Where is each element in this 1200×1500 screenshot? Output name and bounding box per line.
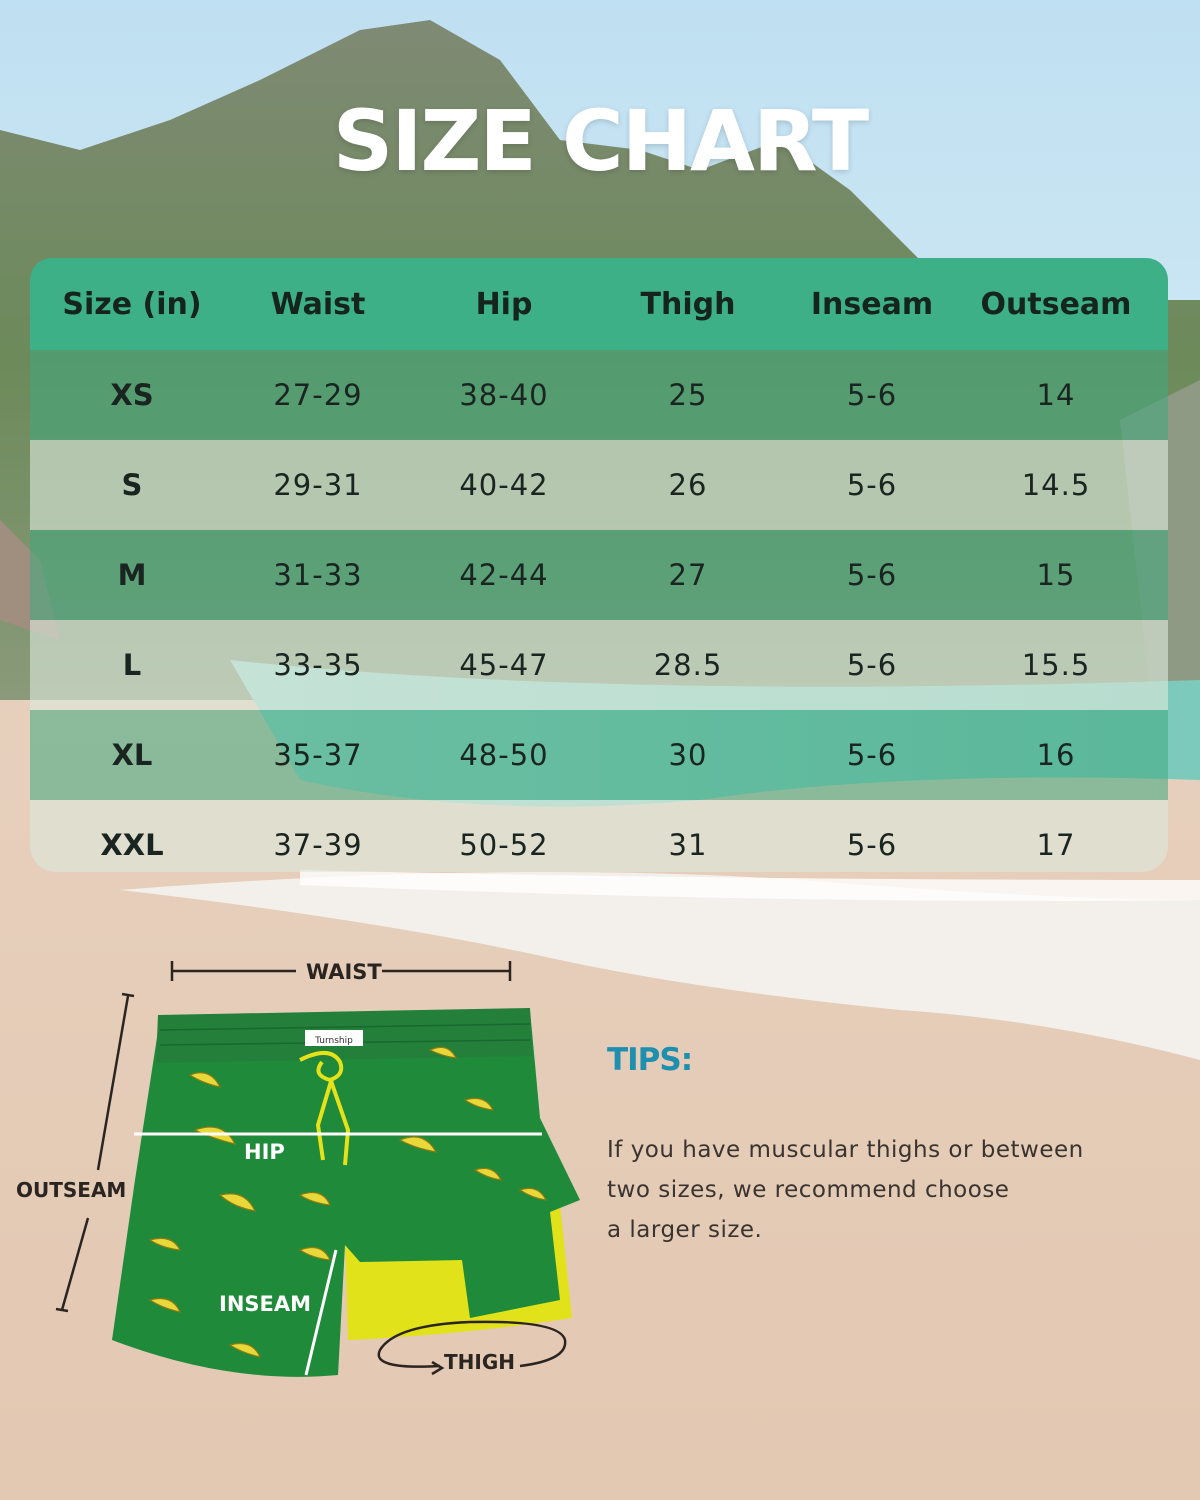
waist-cell: 33-35 — [273, 648, 363, 682]
table-row: M 31-33 42-44 27 5-6 15 — [30, 530, 1168, 620]
header-inseam: Inseam — [810, 286, 934, 322]
hip-cell: 38-40 — [459, 378, 549, 412]
inseam-cell: 5-6 — [846, 378, 898, 412]
tips-line: a larger size. — [607, 1217, 763, 1243]
tips-line: If you have muscular thighs or between — [607, 1137, 1084, 1163]
thigh-cell: 31 — [668, 828, 708, 862]
inseam-cell: 5-6 — [846, 828, 898, 862]
tips-line: two sizes, we recommend choose — [607, 1177, 1010, 1203]
page-title: SIZE CHART — [332, 92, 869, 190]
inseam-cell: 5-6 — [846, 738, 898, 772]
size-cell: M — [117, 558, 147, 592]
inseam-cell: 5-6 — [846, 648, 898, 682]
outseam-label: OUTSEAM — [16, 1178, 127, 1202]
outseam-cell: 15.5 — [1021, 648, 1091, 682]
waist-label: WAIST — [306, 960, 382, 984]
header-hip: Hip — [475, 286, 533, 322]
thigh-cell: 28.5 — [653, 648, 723, 682]
waist-cell: 31-33 — [273, 558, 363, 592]
table-header: Size (in) Waist Hip Thigh Inseam Outseam — [30, 258, 1168, 350]
header-size: Size (in) — [62, 286, 202, 322]
waist-cell: 35-37 — [273, 738, 363, 772]
size-cell: XL — [111, 738, 153, 772]
table-row: XL 35-37 48-50 30 5-6 16 — [30, 710, 1168, 800]
outseam-cell: 16 — [1036, 738, 1076, 772]
hip-label: HIP — [244, 1140, 285, 1164]
size-cell: S — [121, 468, 143, 502]
inseam-cell: 5-6 — [846, 558, 898, 592]
table-row: XS 27-29 38-40 25 5-6 14 — [30, 350, 1168, 440]
tips-title: TIPS: — [607, 1042, 693, 1078]
outseam-cell: 15 — [1036, 558, 1076, 592]
table-row: L 33-35 45-47 28.5 5-6 15.5 — [30, 620, 1168, 710]
thigh-cell: 25 — [668, 378, 708, 412]
size-cell: L — [122, 648, 142, 682]
hip-cell: 40-42 — [459, 468, 549, 502]
outseam-cell: 17 — [1036, 828, 1076, 862]
size-table: Size (in) Waist Hip Thigh Inseam Outseam… — [30, 258, 1168, 872]
waist-cell: 29-31 — [273, 468, 363, 502]
inseam-cell: 5-6 — [846, 468, 898, 502]
hip-cell: 42-44 — [459, 558, 549, 592]
header-outseam: Outseam — [980, 286, 1132, 322]
thigh-cell: 27 — [668, 558, 708, 592]
outseam-cell: 14 — [1036, 378, 1076, 412]
thigh-cell: 26 — [668, 468, 708, 502]
thigh-label: THIGH — [444, 1350, 515, 1374]
thigh-cell: 30 — [668, 738, 708, 772]
hip-cell: 45-47 — [459, 648, 549, 682]
outseam-cell: 14.5 — [1021, 468, 1091, 502]
size-cell: XXL — [100, 828, 164, 862]
inseam-label: INSEAM — [219, 1292, 312, 1316]
waist-cell: 37-39 — [273, 828, 363, 862]
size-cell: XS — [110, 378, 154, 412]
waist-cell: 27-29 — [273, 378, 363, 412]
table-row: XXL 37-39 50-52 31 5-6 17 — [30, 800, 1168, 872]
table-row: S 29-31 40-42 26 5-6 14.5 — [30, 440, 1168, 530]
tips-text: If you have muscular thighs or between t… — [607, 1130, 1107, 1250]
header-waist: Waist — [270, 286, 366, 322]
hip-cell: 50-52 — [459, 828, 549, 862]
hip-cell: 48-50 — [459, 738, 549, 772]
header-thigh: Thigh — [640, 286, 736, 322]
